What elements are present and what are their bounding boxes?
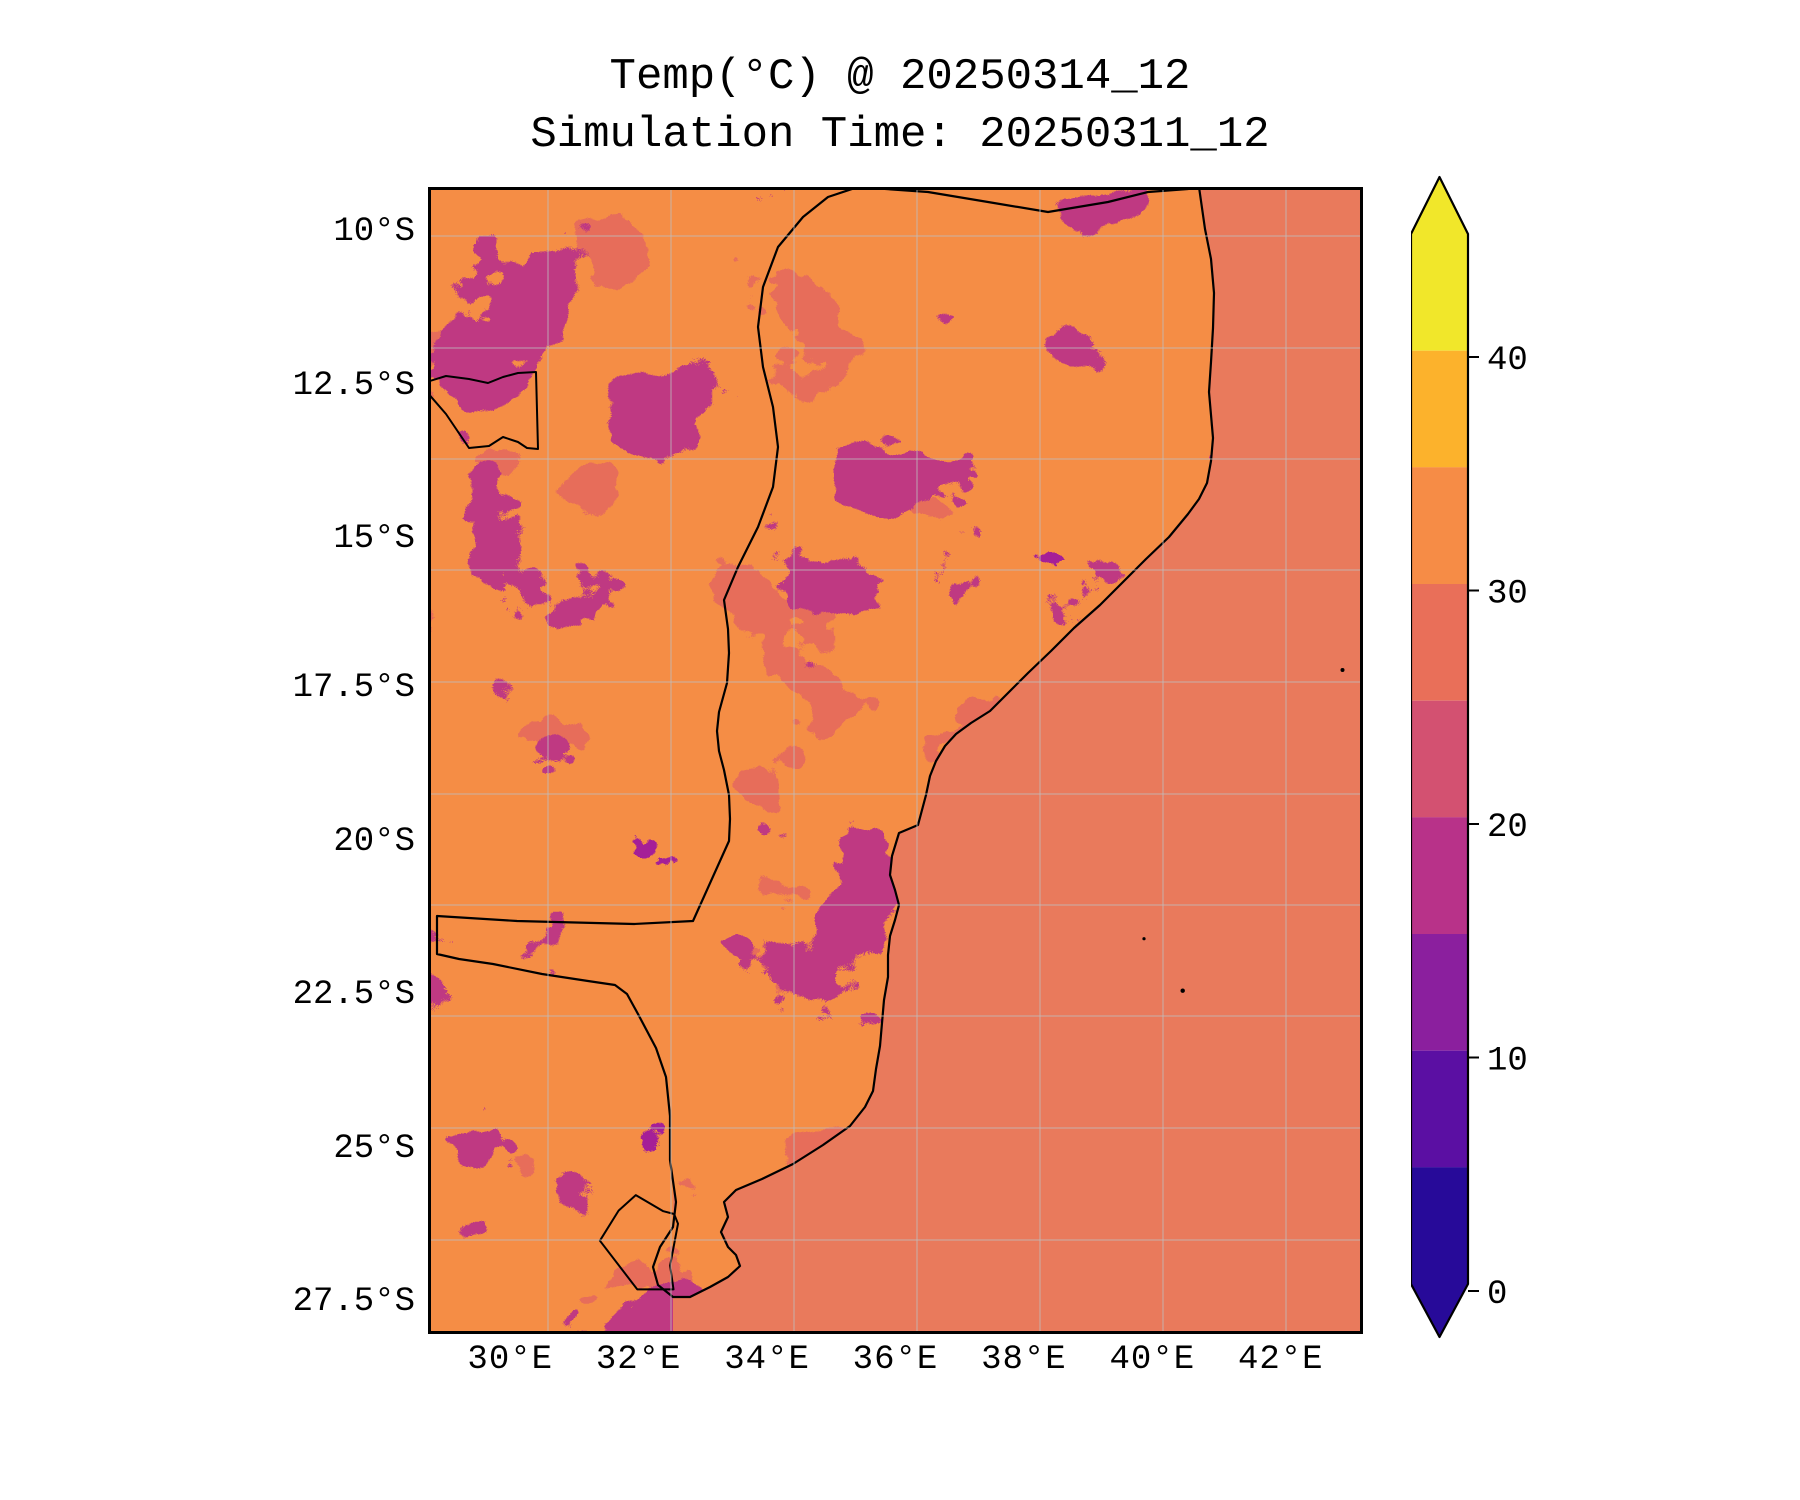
svg-text:0: 0 (1487, 1276, 1507, 1314)
svg-text:30: 30 (1487, 576, 1528, 614)
svg-text:20: 20 (1487, 809, 1528, 847)
svg-text:40: 40 (1487, 342, 1528, 380)
svg-text:10: 10 (1487, 1043, 1528, 1081)
